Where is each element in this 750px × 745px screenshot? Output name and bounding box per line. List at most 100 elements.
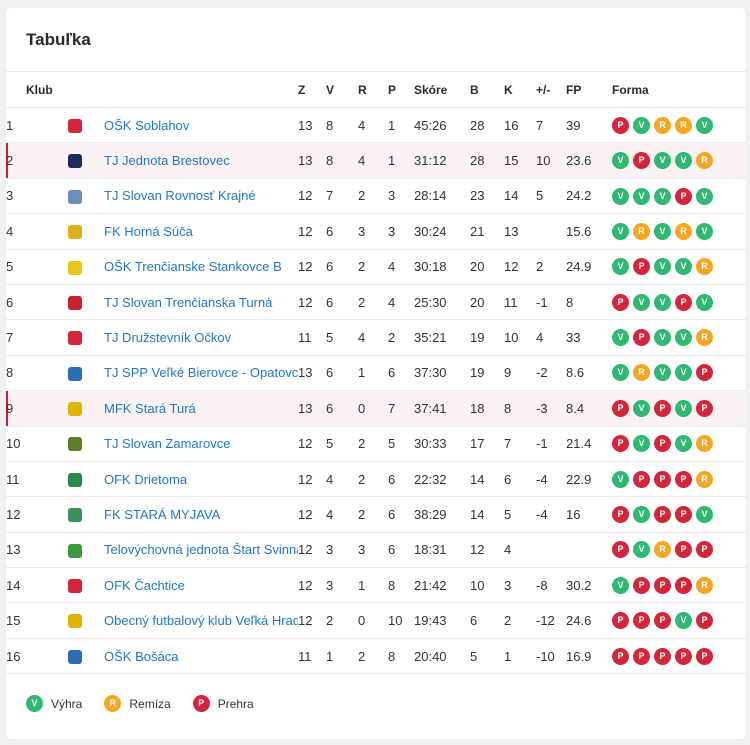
points: 28 <box>470 117 485 133</box>
goal-diff <box>536 214 566 249</box>
table-row[interactable]: 8 TJ SPP Veľké Bierovce - Opatovce 13 6 1 6 37… <box>6 355 746 391</box>
goal-diff <box>536 532 566 567</box>
table-row[interactable]: 7 TJ Družstevník Očkov 11 5 4 2 35:21 19 10 4 33 V P… <box>6 320 746 356</box>
spacer <box>26 143 68 178</box>
losses: 2 <box>388 330 396 346</box>
club-name[interactable]: TJ Slovan Rovnosť Krajné <box>104 188 256 204</box>
form-badge: P <box>633 329 650 347</box>
club-crest-icon <box>68 118 82 133</box>
draws: 0 <box>358 613 366 629</box>
club-logo-cell <box>68 108 104 143</box>
club-name[interactable]: OFK Drietoma <box>104 471 188 487</box>
club-logo-cell <box>68 497 104 532</box>
table-row[interactable]: 10 TJ Slovan Zamarovce 12 5 2 5 30:33 17 7 -1 21.4… <box>6 426 746 462</box>
legend-loss: P Prehra <box>192 695 254 712</box>
form-badge: R <box>633 222 650 240</box>
form-badge: V <box>612 222 629 240</box>
table-row[interactable]: 6 TJ Slovan Trenčianska Turná 12 6 2 4 25:30 20… <box>6 284 746 320</box>
score: 19:43 <box>414 613 447 629</box>
wins: 3 <box>326 577 334 593</box>
table-row[interactable]: 4 FK Horná Súča 12 6 3 3 30:24 21 13 15.6 V R V R V <box>6 214 746 250</box>
fp-value: 15.6 <box>566 223 592 239</box>
wins: 6 <box>326 294 334 310</box>
fp-value: 22.9 <box>566 471 592 487</box>
club-name[interactable]: Obecný futbalový klub Veľká Hradná <box>104 613 298 629</box>
legend-loss-label: Prehra <box>217 696 254 711</box>
table-card: Tabuľka Klub Z V R P Skóre B K +/- FP Fo… <box>6 8 746 739</box>
form-badge: V <box>633 399 650 417</box>
goal-diff: -4 <box>536 506 548 522</box>
form-badge: P <box>654 470 671 488</box>
fp-value: 16.9 <box>566 648 592 664</box>
form-badge: P <box>654 576 671 594</box>
losses: 4 <box>388 294 396 310</box>
table-row[interactable]: 5 OŠK Trenčianske Stankovce B 12 6 2 4 30:18 20… <box>6 249 746 285</box>
draws: 2 <box>358 436 366 452</box>
table-row[interactable]: 14 OFK Čachtice 12 3 1 8 21:42 10 3 -8 30.2 V P P P R <box>6 568 746 603</box>
club-logo-cell <box>68 426 104 461</box>
table-row[interactable]: 16 OŠK Bošáca 11 1 2 8 20:40 5 1 -10 16.9 P P P P P <box>6 638 746 674</box>
club-name[interactable]: TJ Družstevník Očkov <box>104 330 232 346</box>
club-logo-cell <box>68 178 104 213</box>
table-row[interactable]: 9 MFK Stará Turá 13 6 0 7 37:41 18 8 -3 8.4 P V P V P <box>6 390 746 427</box>
form-badge: P <box>612 399 629 417</box>
club-name[interactable]: OŠK Trenčianske Stankovce B <box>104 259 282 275</box>
table-row[interactable]: 12 FK STARÁ MYJAVA 12 4 2 6 38:29 14 5 -4 16 P V P P V <box>6 497 746 533</box>
form-badge: P <box>654 647 671 665</box>
pos: 10 <box>6 436 21 452</box>
draws: 4 <box>358 153 366 169</box>
draws: 3 <box>358 223 366 239</box>
form-badge: V <box>633 293 650 311</box>
form-badge: R <box>633 364 650 382</box>
club-crest-icon <box>68 366 82 381</box>
fp-value: 23.6 <box>566 153 592 169</box>
club-name[interactable]: FK Horná Súča <box>104 223 193 239</box>
header-diff: +/- <box>536 71 566 108</box>
club-name[interactable]: FK STARÁ MYJAVA <box>104 506 221 522</box>
goal-diff: -4 <box>536 471 548 487</box>
club-logo-cell <box>68 249 104 284</box>
played: 11 <box>298 648 312 664</box>
header-klub: Klub <box>26 71 298 108</box>
form-badge: P <box>675 541 692 559</box>
k-value: 1 <box>504 648 512 664</box>
points: 14 <box>470 506 485 522</box>
table-row[interactable]: 3 TJ Slovan Rovnosť Krajné 12 7 2 3 28:14 23 14 5… <box>6 178 746 214</box>
table-row[interactable]: 13 Telovýchovná jednota Štart Svinná 12 3 3 6… <box>6 532 746 568</box>
club-name[interactable]: MFK Stará Turá <box>104 400 196 416</box>
club-name[interactable]: TJ SPP Veľké Bierovce - Opatovce <box>104 365 298 381</box>
form-badge: P <box>675 576 692 594</box>
form-badge: V <box>654 152 671 170</box>
losses: 3 <box>388 188 396 204</box>
table-row[interactable]: 2 TJ Jednota Brestovec 13 8 4 1 31:12 28 15 10 23.… <box>6 142 746 179</box>
score: 37:30 <box>414 365 447 381</box>
points: 19 <box>470 365 485 381</box>
header-z: Z <box>298 71 326 108</box>
club-name[interactable]: OFK Čachtice <box>104 577 185 593</box>
draws: 4 <box>358 330 366 346</box>
goal-diff: 10 <box>536 153 551 169</box>
club-name[interactable]: TJ Slovan Zamarovce <box>104 436 231 452</box>
table-row[interactable]: 1 OŠK Soblahov 13 8 4 1 45:26 28 16 7 39 P V R R V <box>6 108 746 143</box>
goal-diff: -1 <box>536 436 548 452</box>
table-row[interactable]: 15 Obecný futbalový klub Veľká Hradná 12 2 0… <box>6 603 746 639</box>
score: 20:40 <box>414 648 447 664</box>
pos: 2 <box>6 143 26 178</box>
club-logo-cell <box>68 214 104 249</box>
header-fp: FP <box>566 71 612 108</box>
form-badge: V <box>612 152 629 170</box>
form-badge: R <box>696 258 713 276</box>
form-badge: P <box>696 399 713 417</box>
club-name[interactable]: TJ Slovan Trenčianska Turná <box>104 294 273 310</box>
pos: 12 <box>6 506 21 522</box>
played: 13 <box>298 153 313 169</box>
form-badge: V <box>654 187 671 205</box>
club-name[interactable]: Telovýchovná jednota Štart Svinná <box>104 542 298 558</box>
table-row[interactable]: 11 OFK Drietoma 12 4 2 6 22:32 14 6 -4 22.9 V P P P R <box>6 461 746 497</box>
club-name[interactable]: OŠK Bošáca <box>104 648 179 664</box>
club-name[interactable]: OŠK Soblahov <box>104 117 190 133</box>
club-name[interactable]: TJ Jednota Brestovec <box>104 153 230 169</box>
club-logo-cell <box>68 532 104 567</box>
